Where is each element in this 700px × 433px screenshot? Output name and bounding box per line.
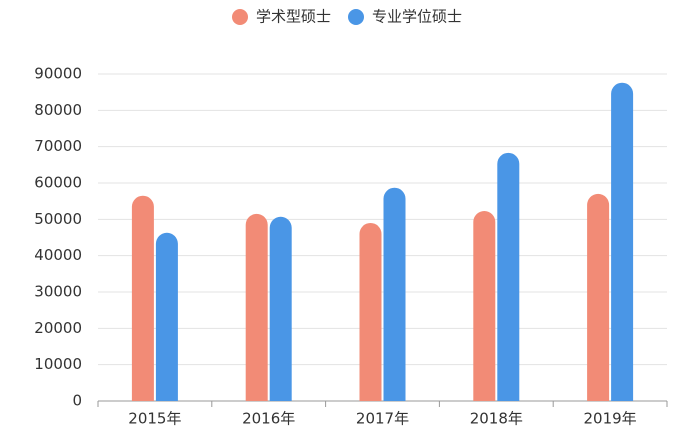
x-tick-label: 2015年 bbox=[128, 410, 181, 428]
bar bbox=[611, 82, 634, 401]
y-tick-label: 20000 bbox=[34, 319, 82, 337]
y-tick-label: 60000 bbox=[34, 174, 82, 192]
y-tick-label: 30000 bbox=[34, 283, 82, 301]
bar bbox=[587, 193, 610, 401]
y-tick-label: 0 bbox=[72, 392, 82, 410]
legend-marker bbox=[232, 9, 248, 25]
y-tick-label: 70000 bbox=[34, 137, 82, 155]
bar bbox=[497, 152, 520, 401]
legend-marker bbox=[348, 9, 364, 25]
bar bbox=[155, 232, 178, 401]
x-tick-label: 2019年 bbox=[584, 410, 637, 428]
x-tick-label: 2018年 bbox=[470, 410, 523, 428]
x-tick-label: 2016年 bbox=[242, 410, 295, 428]
y-tick-label: 50000 bbox=[34, 210, 82, 228]
bar bbox=[383, 187, 406, 401]
bar bbox=[245, 213, 268, 401]
legend-label: 学术型硕士 bbox=[256, 8, 331, 26]
y-tick-label: 40000 bbox=[34, 246, 82, 264]
bar bbox=[473, 210, 496, 401]
bar bbox=[359, 222, 382, 401]
bar bbox=[269, 216, 292, 401]
bar bbox=[131, 195, 154, 401]
y-tick-label: 90000 bbox=[34, 65, 82, 83]
x-tick-label: 2017年 bbox=[356, 410, 409, 428]
y-tick-label: 80000 bbox=[34, 101, 82, 119]
legend-label: 专业学位硕士 bbox=[372, 8, 462, 26]
y-tick-label: 10000 bbox=[34, 355, 82, 373]
